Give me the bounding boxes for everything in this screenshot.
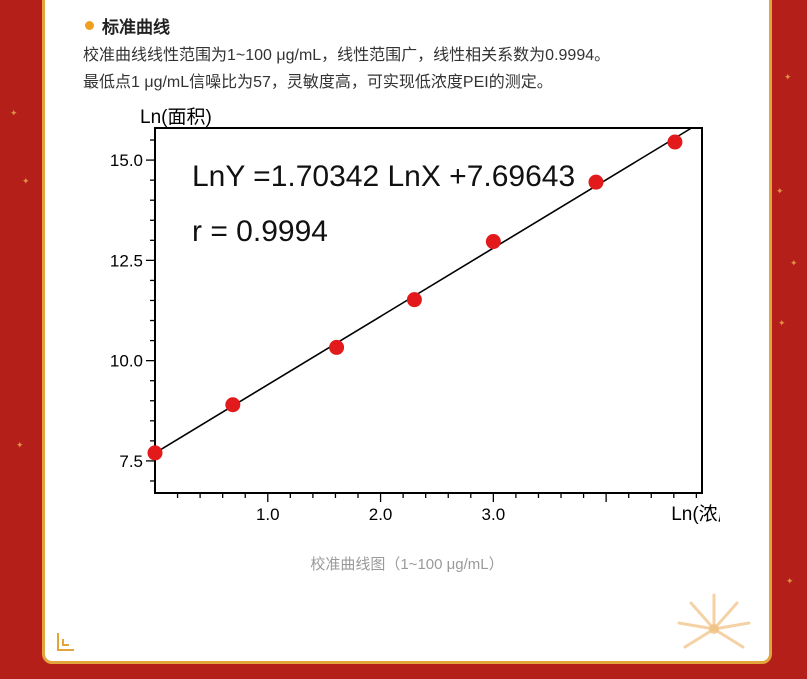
x-tick-label: 1.0 [256, 505, 280, 524]
firework-ornament-icon [677, 593, 751, 649]
sparkle-decor: ✦ [790, 258, 798, 268]
sparkle-decor: ✦ [778, 318, 786, 328]
data-point [406, 292, 422, 308]
y-tick-label: 12.5 [110, 251, 143, 270]
calibration-chart: 1.0 2.0 3.0 7.5 10.0 12.5 15.0 Ln(面积) Ln(浓度) LnY … [110, 106, 720, 525]
corner-ornament-icon [57, 633, 74, 651]
x-axis-label: Ln(浓度) [671, 503, 720, 525]
y-tick-label: 15.0 [110, 151, 143, 170]
section-heading: 标准曲线 [85, 13, 170, 37]
sparkle-decor: ✦ [10, 108, 18, 118]
data-point [329, 339, 345, 355]
sparkle-decor: ✦ [776, 186, 784, 196]
data-point [667, 134, 683, 150]
data-point [147, 445, 163, 461]
paragraph-line-1: 校准曲线线性范围为1~100 μg/mL，线性范围广，线性相关系数为0.9994… [83, 47, 611, 64]
r-value-label: r = 0.9994 [192, 215, 328, 248]
y-tick-label: 7.5 [119, 452, 143, 471]
plot-frame [154, 127, 703, 494]
data-point [225, 397, 241, 413]
section-heading-text: 标准曲线 [102, 17, 170, 37]
sparkle-decor: ✦ [786, 576, 794, 586]
data-point [485, 234, 501, 250]
sparkle-decor: ✦ [16, 440, 24, 450]
x-tick-label: 3.0 [482, 505, 506, 524]
data-point [588, 174, 604, 190]
sparkle-decor: ✦ [784, 72, 792, 82]
article-card: 标准曲线 校准曲线线性范围为1~100 μg/mL，线性范围广，线性相关系数为0… [42, 0, 772, 664]
y-axis-label: Ln(面积) [140, 106, 212, 128]
equation-label: LnY =1.70342 LnX +7.69643 [192, 160, 575, 193]
y-tick-label: 10.0 [110, 352, 143, 371]
x-tick-label: 2.0 [369, 505, 393, 524]
paragraph-line-2: 最低点1 μg/mL信噪比为57，灵敏度高，可实现低浓度PEI的测定。 [83, 74, 553, 91]
bullet-dot-icon [85, 20, 94, 30]
sparkle-decor: ✦ [22, 176, 30, 186]
figure-caption: 校准曲线图（1~100 μg/mL） [310, 556, 504, 573]
